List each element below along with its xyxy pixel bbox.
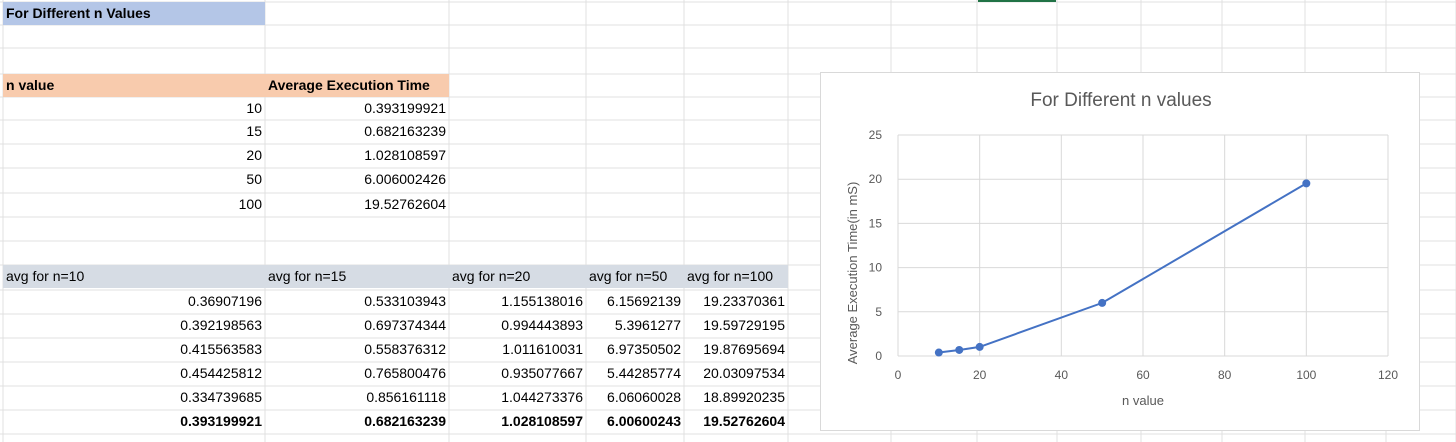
average-value-cell[interactable]: 1.028108597 [501,413,583,429]
run-value-cell[interactable]: 5.44285774 [607,365,681,381]
data-point [934,348,943,357]
x-tick-label: 0 [895,368,902,382]
average-value-cell[interactable]: 6.00600243 [607,413,681,429]
run-value-cell[interactable]: 0.392198563 [180,317,262,333]
run-value-cell[interactable]: 0.533103943 [364,293,446,309]
x-tick-label: 60 [1136,368,1150,382]
chart-title: For Different n values [1030,90,1211,111]
run-value-cell[interactable]: 19.87695694 [703,341,785,357]
x-tick-label: 80 [1218,368,1232,382]
average-value-cell[interactable]: 19.52762604 [703,413,785,429]
run-value-cell[interactable]: 0.935077667 [501,365,583,381]
sheet-title-cell[interactable]: For Different n Values [3,2,265,25]
y-axis-title: Average Execution Time(in mS) [845,182,860,365]
summary-header-n-value[interactable]: n value [3,74,265,97]
y-tick-label: 0 [875,349,882,363]
runs-header-n50[interactable]: avg for n=50 [586,265,684,288]
run-value-cell[interactable]: 0.697374344 [364,317,446,333]
y-tick-label: 25 [869,128,883,142]
run-value-cell[interactable]: 19.23370361 [703,293,785,309]
x-axis-title: n value [1122,393,1164,408]
run-value-cell[interactable]: 6.15692139 [607,293,681,309]
run-value-cell[interactable]: 19.59729195 [703,317,785,333]
data-point [955,345,964,354]
summary-header-average-time[interactable]: Average Execution Time [265,74,449,97]
run-value-cell[interactable]: 1.044273376 [501,389,583,405]
data-point [1098,298,1107,307]
y-tick-label: 15 [869,216,883,230]
summary-n-cell[interactable]: 50 [246,171,262,187]
y-tick-label: 5 [875,305,882,319]
average-value-cell[interactable]: 0.682163239 [364,413,446,429]
run-value-cell[interactable]: 20.03097534 [703,365,785,381]
selected-column-indicator [978,0,1056,2]
runs-header-n100[interactable]: avg for n=100 [684,265,788,288]
run-value-cell[interactable]: 0.454425812 [180,365,262,381]
runs-header-n15[interactable]: avg for n=15 [265,265,449,288]
run-value-cell[interactable]: 18.89920235 [703,389,785,405]
run-value-cell[interactable]: 5.3961277 [614,317,681,333]
summary-avg-cell[interactable]: 6.006002426 [364,171,446,187]
summary-avg-cell[interactable]: 0.682163239 [364,123,446,139]
average-value-cell[interactable]: 0.393199921 [180,413,262,429]
run-value-cell[interactable]: 0.765800476 [364,365,446,381]
summary-n-cell[interactable]: 15 [246,123,262,139]
runs-header-n20[interactable]: avg for n=20 [449,265,586,288]
chart-container[interactable]: For Different n values n value Average E… [820,72,1420,431]
run-value-cell[interactable]: 6.06060028 [607,389,681,405]
scatter-chart: For Different n values n value Average E… [845,90,1398,408]
run-value-cell[interactable]: 6.97350502 [607,341,681,357]
data-point [975,342,984,351]
x-tick-label: 120 [1378,368,1398,382]
summary-avg-cell[interactable]: 19.52762604 [364,196,446,212]
run-value-cell[interactable]: 0.558376312 [364,341,446,357]
y-tick-label: 20 [869,172,883,186]
data-point [1302,179,1311,188]
run-value-cell[interactable]: 0.334739685 [180,389,262,405]
summary-n-cell[interactable]: 10 [246,100,262,116]
summary-n-cell[interactable]: 20 [246,147,262,163]
run-value-cell[interactable]: 0.994443893 [501,317,583,333]
run-value-cell[interactable]: 1.011610031 [502,341,583,357]
x-tick-label: 40 [1055,368,1069,382]
summary-avg-cell[interactable]: 1.028108597 [364,147,446,163]
summary-n-cell[interactable]: 100 [238,196,262,212]
run-value-cell[interactable]: 0.36907196 [188,293,262,309]
y-tick-label: 10 [869,261,883,275]
x-tick-label: 100 [1296,368,1316,382]
run-value-cell[interactable]: 1.155138016 [501,293,583,309]
run-value-cell[interactable]: 0.856161118 [366,389,446,405]
x-tick-label: 20 [973,368,987,382]
run-value-cell[interactable]: 0.415563583 [180,341,262,357]
summary-avg-cell[interactable]: 0.393199921 [364,100,446,116]
runs-header-n10[interactable]: avg for n=10 [3,265,265,288]
